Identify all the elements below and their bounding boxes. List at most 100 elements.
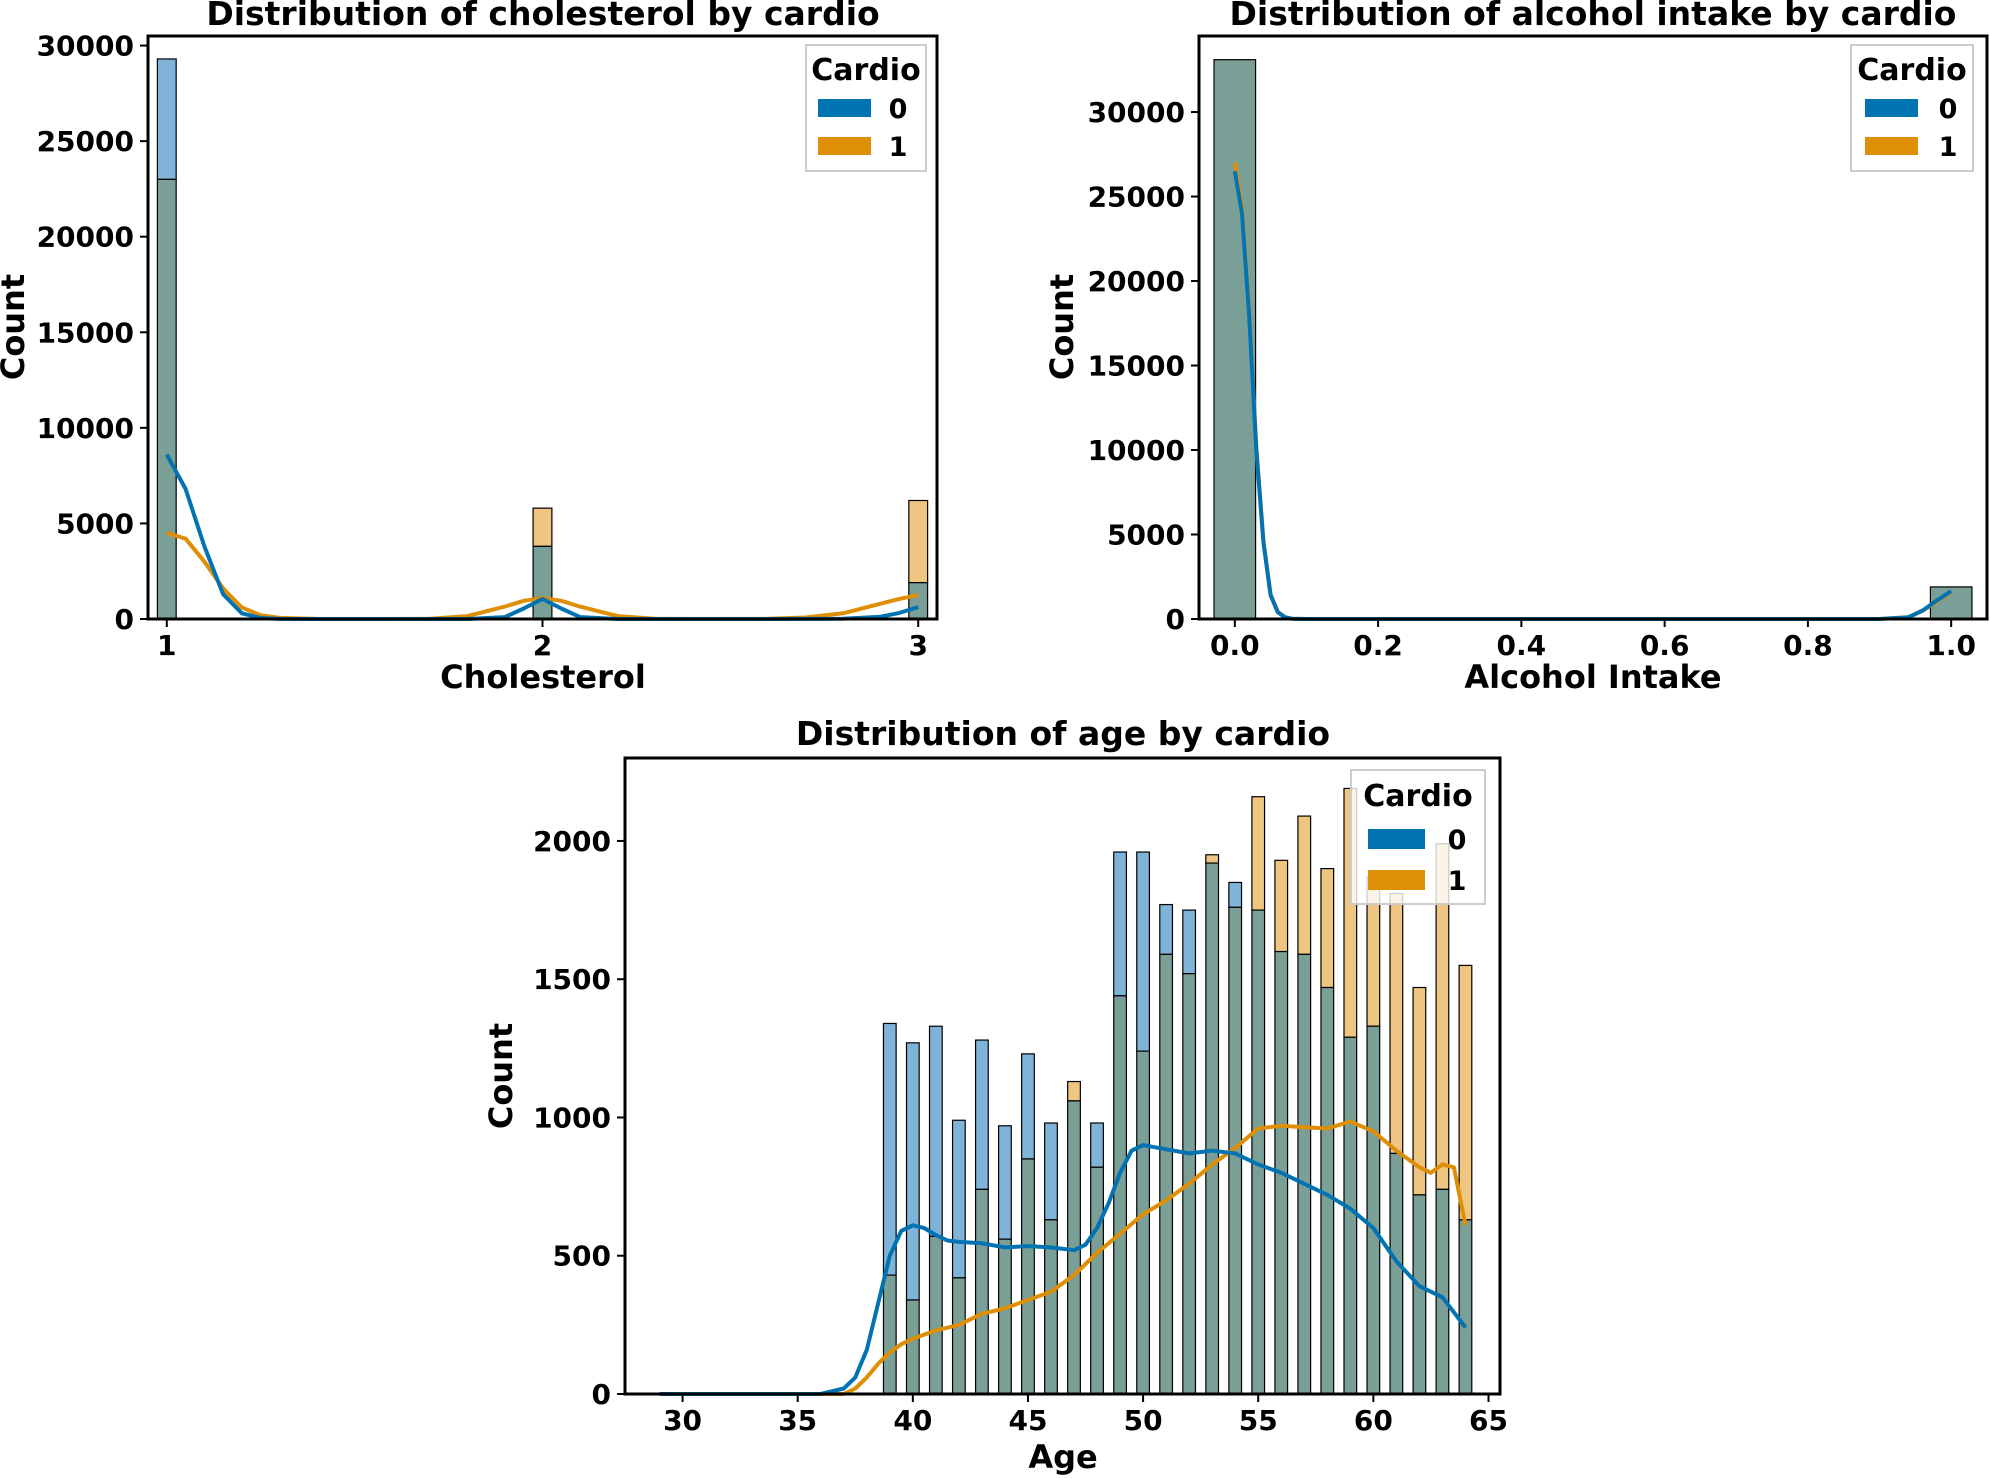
y-axis-label: Count — [482, 1023, 520, 1129]
y-tick-label: 25000 — [1088, 181, 1185, 214]
bar-overlap-42 — [951, 1277, 966, 1395]
legend-swatch-0 — [1865, 99, 1918, 117]
kde-line-1 — [1232, 162, 1953, 621]
chart-title: Distribution of age by cardio — [796, 714, 1330, 753]
x-tick-label: 0.0 — [1210, 629, 1260, 662]
y-tick-label: 20000 — [37, 221, 134, 254]
bar-overlap-43 — [974, 1188, 989, 1395]
kde-line-0 — [659, 1143, 1468, 1396]
bar-0-45 — [1021, 1053, 1035, 1160]
x-tick-label: 45 — [1008, 1404, 1047, 1437]
x-tick-label: 35 — [778, 1404, 817, 1437]
legend-title: Cardio — [811, 53, 920, 88]
legend-label-1: 1 — [1939, 132, 1958, 163]
legend: Cardio 0 1 — [1350, 769, 1486, 905]
legend-label-1: 1 — [1448, 866, 1467, 897]
x-tick-label: 60 — [1354, 1404, 1393, 1437]
age-chart: Distribution of age by cardio Age Count … — [482, 714, 1508, 1476]
bar-overlap-64 — [1458, 1219, 1473, 1395]
y-axis-label: Count — [1043, 274, 1081, 380]
plot-frame — [623, 756, 1502, 1396]
bar-overlap-48 — [1090, 1166, 1104, 1395]
bar-overlap-39 — [882, 1274, 897, 1395]
bar-overlap-62 — [1412, 1194, 1427, 1395]
x-tick-label: 0.6 — [1640, 629, 1690, 662]
bar-1-56 — [1274, 859, 1289, 953]
bar-0-50 — [1136, 851, 1151, 1052]
x-axis-label: Alcohol Intake — [1464, 658, 1721, 696]
bar-0-40 — [905, 1042, 920, 1301]
x-tick-label: 2 — [533, 629, 552, 662]
bar-1-53 — [1205, 854, 1220, 864]
chart-title: Distribution of cholesterol by cardio — [206, 0, 879, 33]
legend-label-0: 0 — [889, 94, 908, 125]
x-tick-label: 1.0 — [1926, 629, 1976, 662]
bar-overlap-51 — [1159, 953, 1174, 1395]
bar-overlap-57 — [1297, 953, 1312, 1395]
legend-swatch-1 — [818, 137, 871, 155]
bar-0-44 — [998, 1125, 1012, 1240]
y-tick-label: 20000 — [1088, 265, 1185, 298]
kde-line-0 — [1232, 170, 1953, 621]
y-tick-label: 1500 — [533, 963, 611, 996]
x-tick-label: 0.2 — [1353, 629, 1403, 662]
bar-overlap-55 — [1251, 909, 1266, 1395]
legend-swatch-1 — [1865, 137, 1918, 155]
legend-title: Cardio — [1363, 779, 1472, 814]
legend-swatch-0 — [818, 99, 871, 117]
x-axis-label: Cholesterol — [440, 658, 646, 696]
bar-overlap-49 — [1113, 995, 1127, 1395]
bar-overlap-41 — [928, 1235, 943, 1395]
legend-label-0: 0 — [1939, 94, 1958, 125]
bar-0-39 — [882, 1022, 897, 1276]
y-tick-label: 0 — [115, 603, 134, 636]
bar-1-47 — [1067, 1080, 1081, 1102]
plot-frame — [1197, 34, 1989, 621]
y-tick-label: 500 — [553, 1240, 611, 1273]
x-tick-label: 0.8 — [1783, 629, 1833, 662]
bar-1-64 — [1458, 964, 1473, 1221]
x-tick-label: 30 — [663, 1404, 702, 1437]
bar-overlap-3 — [908, 582, 929, 620]
y-tick-label: 10000 — [37, 412, 134, 445]
y-tick-label: 5000 — [56, 507, 134, 540]
x-tick-label: 40 — [893, 1404, 932, 1437]
y-tick-label: 2000 — [533, 825, 611, 858]
y-tick-label: 0 — [592, 1378, 611, 1411]
bar-overlap-63 — [1435, 1188, 1450, 1395]
bar-1-55 — [1251, 796, 1266, 911]
y-tick-label: 15000 — [1088, 350, 1185, 383]
x-tick-label: 50 — [1124, 1404, 1163, 1437]
bar-0-1 — [156, 58, 177, 180]
y-tick-label: 25000 — [37, 125, 134, 158]
x-tick-label: 55 — [1239, 1404, 1278, 1437]
bar-1-2 — [532, 507, 553, 547]
y-tick-label: 15000 — [37, 316, 134, 349]
bar-0-54 — [1228, 881, 1243, 908]
legend-swatch-0 — [1368, 829, 1425, 849]
y-tick-label: 5000 — [1107, 519, 1185, 552]
y-axis-label: Count — [0, 274, 32, 380]
legend-label-0: 0 — [1448, 825, 1467, 856]
bar-overlap-50 — [1136, 1050, 1151, 1395]
y-tick-label: 30000 — [37, 30, 134, 63]
bar-overlap-1 — [156, 178, 177, 620]
bar-overlap-40 — [905, 1299, 920, 1395]
bar-0-46 — [1044, 1122, 1058, 1221]
bar-0-49 — [1113, 851, 1127, 997]
bar-0-43 — [974, 1039, 989, 1190]
bar-overlap-60 — [1366, 1025, 1381, 1395]
bar-overlap-44 — [998, 1238, 1012, 1395]
bar-1-57 — [1297, 815, 1312, 955]
y-tick-label: 10000 — [1088, 434, 1185, 467]
bar-overlap-2 — [532, 545, 553, 620]
chart-title: Distribution of alcohol intake by cardio — [1230, 0, 1957, 33]
bar-overlap-61 — [1389, 1152, 1404, 1395]
bar-overlap-53 — [1205, 862, 1220, 1395]
legend-label-1: 1 — [889, 132, 908, 163]
cholesterol-chart: Distribution of cholesterol by cardio Ch… — [0, 0, 939, 696]
bar-overlap-59 — [1343, 1036, 1358, 1395]
bar-1-58 — [1320, 868, 1335, 989]
bar-0-48 — [1090, 1122, 1104, 1168]
